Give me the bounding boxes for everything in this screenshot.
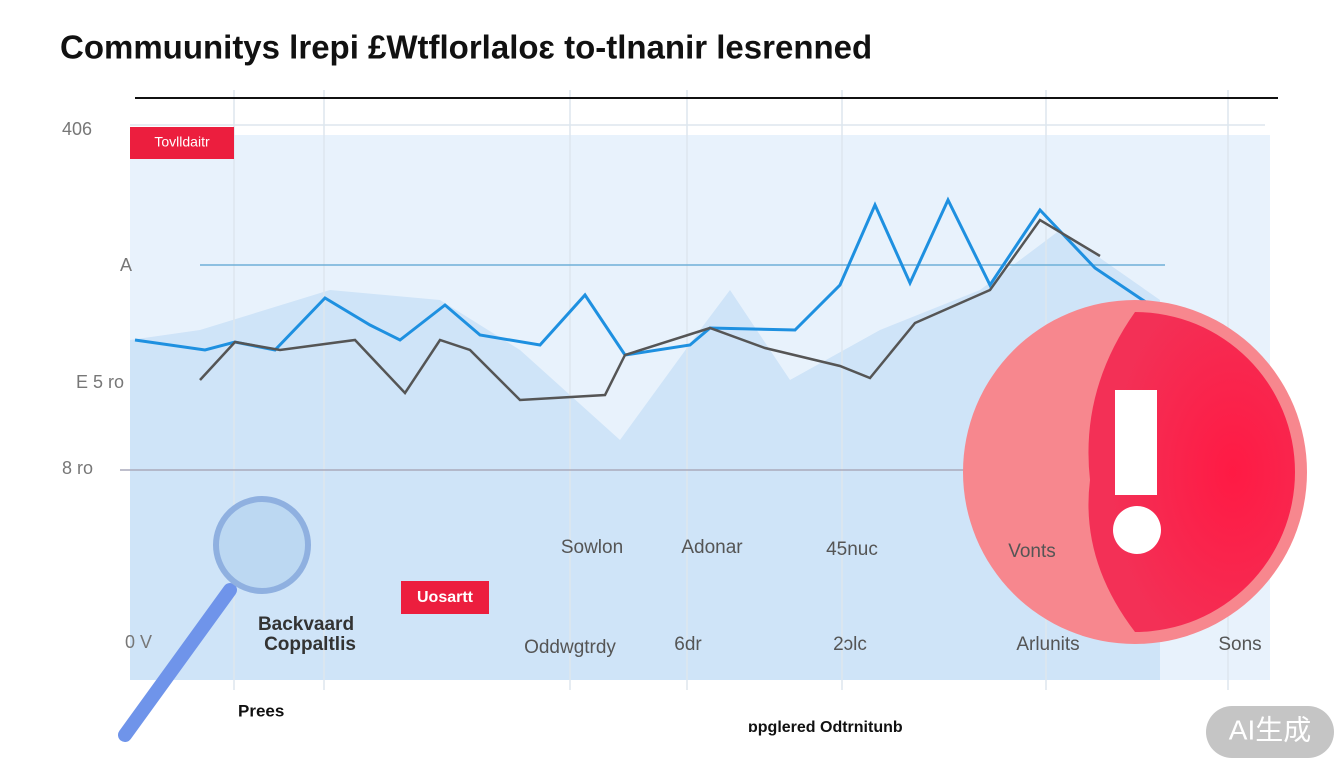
axis-label: Oddwgtrdy	[524, 637, 616, 658]
axis-label: 406	[62, 119, 92, 139]
axis-label: A	[120, 255, 132, 275]
callout: Coppaltlis	[264, 634, 356, 655]
badge	[401, 581, 489, 614]
axis-label: 2ɔlc	[833, 634, 867, 655]
badge	[130, 127, 234, 159]
axis-label: Sons	[1218, 634, 1261, 655]
line-gray	[199, 218, 1101, 402]
badge-text: Tovlldaitr	[154, 134, 210, 150]
axis-label: 6dr	[674, 634, 702, 655]
area	[130, 230, 1160, 680]
magnifier-handle	[118, 583, 237, 742]
watermark-pill	[1206, 706, 1334, 758]
mid-label: 45nuc	[826, 539, 878, 560]
alert-bar	[1115, 390, 1157, 495]
axis-label: 8 ro	[62, 458, 93, 478]
axis-label: E 5 ro	[76, 372, 124, 392]
title: Commuunitys lrepi £Wtflorlaloɛ to-tlnani…	[60, 29, 872, 66]
mid-label: Adonar	[681, 537, 743, 558]
alert-dot	[1113, 506, 1161, 554]
footer-label: Prees	[238, 701, 284, 720]
magnifier-lens	[213, 496, 311, 594]
footer-label: ɒpglered Odtrnitunb	[748, 719, 903, 736]
callout: Backvaard	[258, 614, 354, 635]
badge-text: Uosartt	[417, 589, 474, 606]
mid-label: Sowlon	[561, 537, 623, 558]
axis-label: 0 V	[125, 632, 152, 652]
axis-label: Arlunits	[1016, 634, 1079, 655]
watermark: AI生成	[1229, 714, 1311, 745]
mid-label: Vonts	[1008, 541, 1056, 562]
